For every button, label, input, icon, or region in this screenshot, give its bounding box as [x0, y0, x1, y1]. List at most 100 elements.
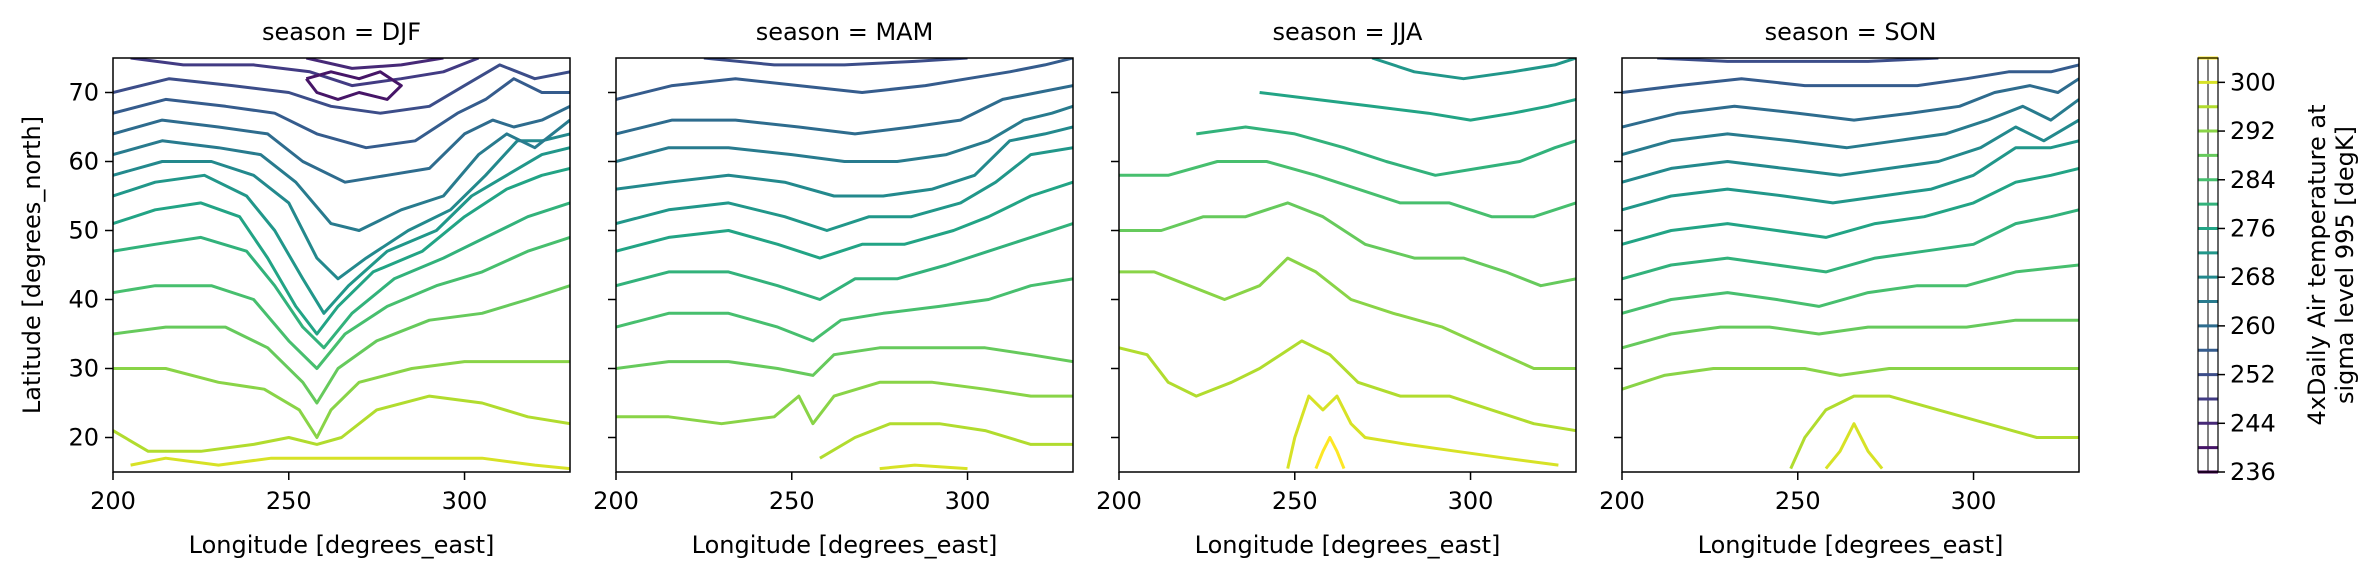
contour-300 — [879, 463, 968, 471]
contour-272 — [1622, 139, 2079, 212]
facet-title: season = DJF — [262, 18, 421, 46]
x-tick-label: 250 — [1272, 487, 1318, 515]
contour-284 — [1622, 263, 2079, 315]
contour-280 — [1622, 208, 2079, 281]
contour-292 — [113, 360, 570, 439]
y-tick-label: 20 — [68, 424, 99, 452]
contour-288 — [1119, 201, 1576, 288]
axes-frame — [1118, 57, 1577, 473]
colorbar-tick-label: 236 — [2230, 458, 2276, 486]
y-tick-label: 50 — [68, 217, 99, 245]
facet-title: season = JJA — [1273, 18, 1423, 46]
x-axis-label: Longitude [degrees_east] — [189, 531, 495, 559]
contour-256 — [1622, 63, 2079, 94]
colorbar-frame — [2197, 57, 2219, 473]
x-tick-label: 200 — [1599, 487, 1645, 515]
contour-280 — [1196, 125, 1576, 177]
x-tick-label: 200 — [593, 487, 639, 515]
contour-288 — [113, 284, 570, 405]
facet-title: season = SON — [1765, 18, 1937, 46]
colorbar-label: sigma level 995 [degK] — [2331, 126, 2359, 404]
contour-264 — [113, 118, 570, 232]
contour-300 — [130, 456, 570, 471]
panels-layer: season = DJF 200 250 300 Longitude [degrees_… — [18, 18, 2080, 559]
contour-252 — [113, 63, 570, 115]
contour-292 — [1119, 256, 1576, 370]
facet-panel-mam: season = MAM 200 250 300 Longitude [degrees_… — [593, 18, 1074, 559]
contour-264 — [616, 104, 1073, 163]
y-tick-label: 60 — [68, 148, 99, 176]
contour-240 — [305, 70, 403, 101]
x-tick-label: 250 — [769, 487, 815, 515]
colorbar-tick-label: 260 — [2230, 312, 2276, 340]
contour-272 — [113, 146, 570, 315]
x-tick-label: 250 — [1775, 487, 1821, 515]
contour-276 — [1622, 166, 2079, 246]
x-tick-label: 200 — [90, 487, 136, 515]
colorbar-tick-label: 276 — [2230, 214, 2276, 242]
contour-260 — [1622, 77, 2079, 129]
x-axis-label: Longitude [degrees_east] — [1698, 531, 2004, 559]
contour-lines — [113, 58, 570, 471]
axes-frame — [1621, 57, 2080, 473]
colorbar: 236 244 252 260 268 276 284 292 300 4xDaily Air t… — [2197, 56, 2359, 486]
contour-256 — [616, 58, 1073, 101]
contour-248 — [130, 58, 480, 88]
contour-lines — [1119, 58, 1576, 470]
contour-264 — [1622, 98, 2079, 157]
contour-272 — [1371, 58, 1576, 81]
axes-frame — [615, 57, 1074, 473]
contour-lines — [1622, 58, 2079, 470]
contour-284 — [113, 235, 570, 370]
x-tick-label: 250 — [266, 487, 312, 515]
x-tick-label: 300 — [945, 487, 991, 515]
contour-296 — [1119, 339, 1576, 433]
colorbar-tick-label: 268 — [2230, 263, 2276, 291]
y-tick-label: 40 — [68, 286, 99, 314]
facet-panel-jja: season = JJA 200 250 300 Longitude [degrees_… — [1096, 18, 1577, 559]
contour-292 — [616, 380, 1073, 426]
contour-288 — [1622, 318, 2079, 350]
contour-260 — [616, 84, 1073, 136]
contour-260 — [113, 104, 570, 184]
contour-lines — [616, 58, 1073, 471]
y-axis-label: Latitude [degrees_north] — [18, 116, 46, 414]
contour-304 — [1314, 436, 1346, 470]
x-tick-label: 300 — [1448, 487, 1494, 515]
contour-288 — [616, 346, 1073, 377]
axes-frame — [112, 57, 571, 473]
x-axis-label: Longitude [degrees_east] — [692, 531, 998, 559]
contour-256 — [113, 77, 570, 150]
contour-276 — [113, 166, 570, 336]
x-tick-label: 300 — [442, 487, 488, 515]
contour-268 — [113, 132, 570, 281]
colorbar-tick-label: 284 — [2230, 166, 2276, 194]
colorbar-tick-label: 300 — [2230, 68, 2276, 96]
contour-300 — [1286, 394, 1559, 469]
colorbar-tick-label: 244 — [2230, 409, 2276, 437]
contour-292 — [1622, 367, 2079, 391]
contour-296 — [1789, 394, 2079, 470]
colorbar-label: 4xDaily Air temperature at — [2303, 104, 2331, 425]
contour-252 — [703, 58, 968, 67]
contour-268 — [616, 125, 1073, 198]
contour-300 — [1824, 422, 1884, 470]
contour-244 — [305, 58, 444, 70]
colorbar-tick-label: 252 — [2230, 361, 2276, 389]
contour-276 — [616, 180, 1073, 260]
contour-272 — [616, 146, 1073, 232]
y-tick-label: 30 — [68, 355, 99, 383]
contour-296 — [819, 422, 1073, 460]
x-axis-label: Longitude [degrees_east] — [1195, 531, 1501, 559]
facet-panel-djf: season = DJF 200 250 300 Longitude [degrees_… — [18, 18, 571, 559]
contour-252 — [1657, 58, 1939, 63]
contour-280 — [113, 201, 570, 350]
facet-title: season = MAM — [756, 18, 934, 46]
facet-panel-son: season = SON 200 250 300 Longitude [degrees_… — [1599, 18, 2080, 559]
contour-284 — [1119, 160, 1576, 219]
contour-276 — [1259, 91, 1576, 122]
y-tick-label: 70 — [68, 79, 99, 107]
colorbar-tick-label: 292 — [2230, 117, 2276, 145]
contour-280 — [616, 222, 1073, 301]
